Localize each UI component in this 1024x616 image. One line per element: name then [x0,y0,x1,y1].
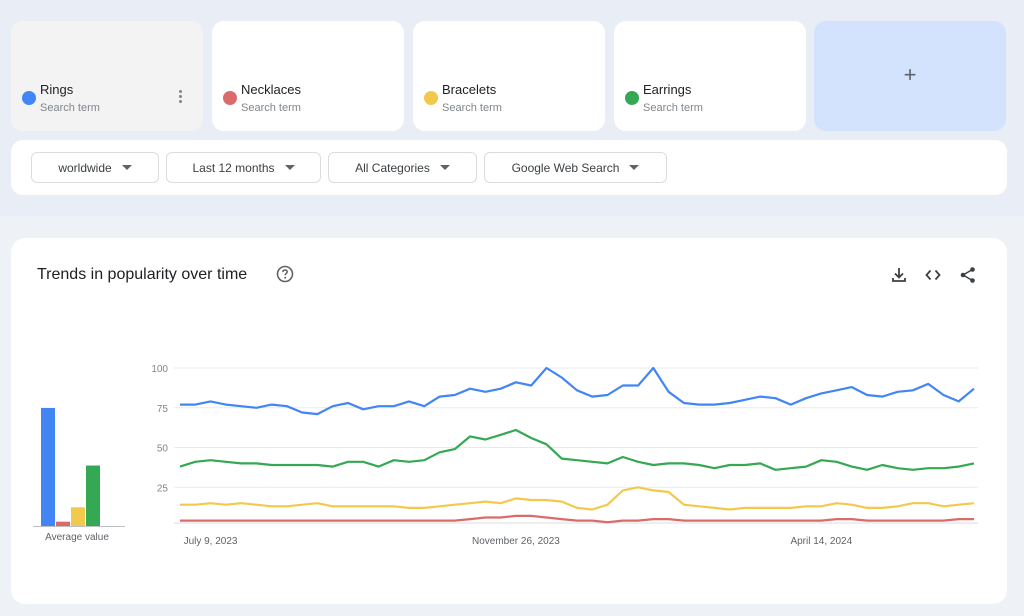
share-icon[interactable] [959,266,977,284]
chart-title: Trends in popularity over time [37,266,248,283]
y-tick-label: 50 [157,444,169,455]
time-range-dropdown[interactable]: Last 12 months [166,152,321,183]
embed-code-icon[interactable] [924,266,942,284]
y-tick-label: 100 [151,364,168,375]
search-source-value: Google Web Search [511,160,620,175]
term-type-label: Search term [241,102,301,114]
region-dropdown[interactable]: worldwide [31,152,159,183]
x-tick-label: November 26, 2023 [472,536,560,547]
term-type-label: Search term [442,102,502,114]
avg-axis-label: Average value [45,532,109,543]
caret-down-icon [439,165,450,170]
help-icon[interactable] [276,265,294,283]
y-tick-label: 25 [157,483,169,494]
download-icon[interactable] [890,266,908,284]
category-value: All Categories [355,160,430,175]
add-comparison-button[interactable]: + [814,21,1006,131]
search-source-dropdown[interactable]: Google Web Search [484,152,667,183]
term-color-dot [22,91,36,105]
interest-over-time-card: Trends in popularity over time Average v… [11,238,1007,604]
avg-bar-bracelets[interactable] [71,507,85,526]
caret-down-icon [629,165,640,170]
avg-bar-earrings[interactable] [86,465,100,526]
series-line-rings[interactable] [180,366,975,416]
x-tick-label: April 14, 2024 [790,536,852,547]
plus-icon: + [903,62,917,87]
term-name[interactable]: Necklaces [241,82,301,97]
term-name[interactable]: Bracelets [442,82,497,97]
term-type-label: Search term [643,102,703,114]
term-type-label: Search term [40,102,100,114]
caret-down-icon [121,165,132,170]
caret-down-icon [284,165,295,170]
series-line-earrings[interactable] [179,428,975,471]
region-value: worldwide [58,160,112,175]
time-range-value: Last 12 months [192,160,275,175]
term-name[interactable]: Rings [40,82,74,97]
term-color-dot [424,91,438,105]
term-card-bracelets[interactable]: Bracelets Search term [413,21,605,131]
term-color-dot [223,91,237,105]
term-name[interactable]: Earrings [643,82,692,97]
more-vert-icon[interactable] [179,90,183,105]
category-dropdown[interactable]: All Categories [328,152,477,183]
interest-over-time-line-chart: 100 75 50 25 July 9, 2023 November 26, 2023 Ap… [151,364,978,547]
filter-bar: worldwide Last 12 months All Categories … [11,140,1007,195]
avg-bar-necklaces[interactable] [56,521,70,526]
x-tick-label: July 9, 2023 [184,536,238,547]
avg-bar-rings[interactable] [41,407,55,526]
series-line-necklaces[interactable] [180,514,974,524]
term-card-rings[interactable]: Rings Search term [11,21,203,131]
term-card-earrings[interactable]: Earrings Search term [614,21,806,131]
average-value-bar-chart: Average value [33,407,125,543]
term-card-necklaces[interactable]: Necklaces Search term [212,21,404,131]
series-line-bracelets[interactable] [180,486,975,511]
term-color-dot [625,91,639,105]
y-tick-label: 75 [157,404,169,415]
